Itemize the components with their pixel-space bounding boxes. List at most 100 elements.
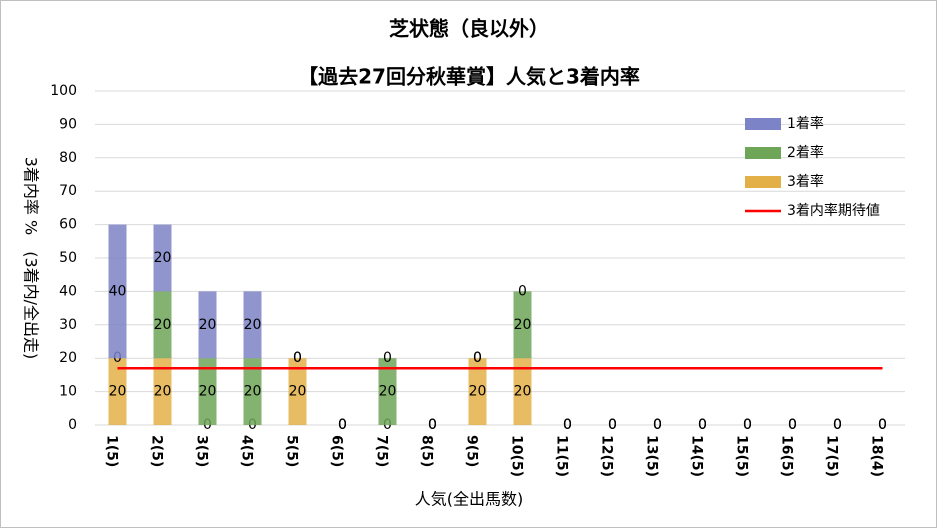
data-label: 20	[199, 317, 217, 333]
bar-segment	[243, 358, 262, 425]
data-label: 20	[514, 384, 532, 400]
legend-swatch	[745, 176, 781, 188]
legend-label: 3着内率期待値	[787, 202, 880, 219]
x-tick-label: 18(4)	[869, 435, 885, 477]
data-label: 0	[428, 417, 437, 433]
data-label: 0	[743, 417, 752, 433]
data-label: 0	[698, 417, 707, 433]
data-label: 20	[244, 317, 262, 333]
data-label: 0	[833, 417, 842, 433]
y-tick-label: 0	[68, 417, 77, 433]
legend-swatch	[745, 147, 781, 159]
chart-title: 芝状態（良以外）	[389, 17, 549, 41]
x-tick-label: 11(5)	[554, 435, 570, 477]
x-tick-label: 10(5)	[509, 435, 525, 477]
y-tick-label: 80	[59, 150, 77, 166]
data-label: 0	[743, 417, 752, 433]
y-tick-label: 70	[59, 183, 77, 199]
data-label: 20	[154, 317, 172, 333]
y-tick-label: 60	[59, 217, 77, 233]
data-label: 0	[698, 417, 707, 433]
data-label: 0	[833, 417, 842, 433]
x-tick-label: 8(5)	[419, 435, 435, 467]
data-label: 0	[473, 350, 482, 366]
y-tick-label: 20	[59, 350, 77, 366]
x-tick-label: 13(5)	[644, 435, 660, 477]
bar-segment	[108, 224, 127, 359]
data-label: 0	[833, 417, 842, 433]
data-label: 20	[469, 384, 487, 400]
data-label: 0	[608, 417, 617, 433]
bar-segment	[198, 291, 217, 359]
bar-segment	[153, 358, 172, 425]
x-tick-label: 15(5)	[734, 435, 750, 477]
bar-segment	[153, 224, 172, 292]
bar-segment	[108, 358, 127, 425]
y-tick-label: 90	[59, 116, 77, 132]
bar-segment	[378, 358, 397, 425]
data-label: 40	[109, 283, 127, 299]
x-tick-label: 3(5)	[194, 435, 210, 467]
legend-swatch	[745, 118, 781, 130]
data-label: 0	[563, 417, 572, 433]
x-tick-label: 1(5)	[104, 435, 120, 467]
data-label: 0	[653, 417, 662, 433]
chart-subtitle: 【過去27回分秋華賞】人気と3着内率	[298, 65, 640, 89]
data-label: 0	[878, 417, 887, 433]
data-label: 0	[383, 350, 392, 366]
data-label: 0	[563, 417, 572, 433]
data-label: 0	[653, 417, 662, 433]
x-tick-label: 12(5)	[599, 435, 615, 477]
x-tick-label: 6(5)	[329, 435, 345, 467]
data-label: 0	[743, 417, 752, 433]
data-label: 20	[289, 384, 307, 400]
x-tick-label: 17(5)	[824, 435, 840, 477]
y-tick-label: 40	[59, 283, 77, 299]
y-tick-label: 50	[59, 250, 77, 266]
data-label: 0	[293, 350, 302, 366]
y-axis-label: 3着内率 % (3着内/全出走)	[22, 157, 41, 360]
data-label: 20	[109, 384, 127, 400]
data-label: 20	[199, 384, 217, 400]
legend-label: 2着率	[787, 144, 824, 161]
x-axis-label: 人気(全出馬数)	[415, 490, 524, 509]
data-label: 0	[878, 417, 887, 433]
data-label: 0	[293, 350, 302, 366]
x-tick-label: 2(5)	[149, 435, 165, 467]
legend-label: 3着率	[787, 173, 824, 190]
data-label: 0	[608, 417, 617, 433]
y-tick-label: 10	[59, 384, 77, 400]
data-label: 0	[653, 417, 662, 433]
x-tick-label: 7(5)	[374, 435, 390, 467]
bar-segment	[198, 358, 217, 425]
data-label: 0	[698, 417, 707, 433]
data-label: 0	[788, 417, 797, 433]
data-label: 20	[154, 250, 172, 266]
data-label: 0	[608, 417, 617, 433]
data-label: 0	[518, 283, 527, 299]
data-label: 0	[428, 417, 437, 433]
data-label: 0	[428, 417, 437, 433]
data-label: 0	[788, 417, 797, 433]
data-label: 0	[338, 417, 347, 433]
data-label: 20	[154, 384, 172, 400]
bar-segment	[513, 291, 532, 359]
x-tick-label: 9(5)	[464, 435, 480, 467]
x-tick-label: 4(5)	[239, 435, 255, 467]
data-label: 0	[788, 417, 797, 433]
bar-segment	[513, 358, 532, 425]
legend-label: 1着率	[787, 115, 824, 132]
y-tick-label: 100	[50, 83, 77, 99]
data-label: 0	[878, 417, 887, 433]
data-label: 0	[338, 417, 347, 433]
bar-segment	[468, 358, 487, 425]
bar-segment	[288, 358, 307, 425]
x-tick-label: 14(5)	[689, 435, 705, 477]
data-label: 20	[379, 384, 397, 400]
bar-segment	[243, 291, 262, 359]
data-label: 0	[473, 350, 482, 366]
y-tick-label: 30	[59, 317, 77, 333]
data-label: 0	[338, 417, 347, 433]
x-tick-label: 16(5)	[779, 435, 795, 477]
